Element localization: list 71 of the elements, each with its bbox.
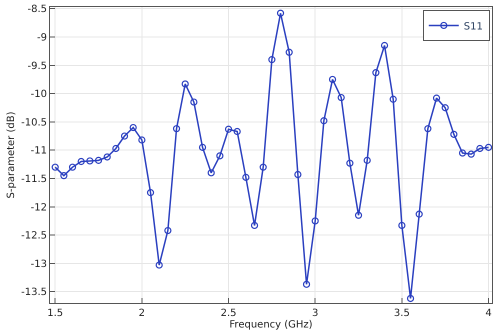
point — [302, 280, 310, 288]
point — [120, 132, 128, 140]
x-tick-label: 2 — [138, 308, 146, 319]
point — [450, 130, 458, 138]
point — [182, 80, 189, 88]
point — [406, 294, 414, 302]
y-axis-title: S-parameter (dB) — [6, 111, 18, 198]
point — [372, 69, 380, 76]
point — [484, 144, 492, 151]
point — [354, 212, 362, 219]
x-tick-label: 3.5 — [394, 308, 410, 319]
point — [328, 76, 336, 84]
point — [276, 10, 284, 17]
point — [320, 117, 328, 124]
x-tick-label: 3 — [312, 308, 318, 319]
point — [346, 160, 354, 167]
point — [130, 124, 137, 132]
x-axis-title: Frequency (GHz) — [229, 320, 313, 330]
point — [52, 164, 59, 171]
point — [104, 153, 111, 161]
point — [458, 149, 466, 157]
point — [112, 144, 120, 152]
point — [198, 144, 206, 151]
point — [268, 56, 276, 64]
point — [432, 94, 440, 102]
point — [390, 96, 397, 103]
y-tick-label: -11 — [30, 146, 47, 157]
point — [286, 48, 293, 56]
point — [164, 226, 172, 234]
y-tick-label: -13 — [30, 258, 47, 270]
point — [172, 125, 180, 132]
point — [208, 169, 215, 176]
point — [216, 152, 224, 160]
legend-label: S11 — [464, 21, 483, 32]
point — [68, 164, 76, 171]
point — [234, 128, 241, 136]
y-tick-label: -10.5 — [21, 117, 47, 128]
x-tick-label: 4 — [485, 308, 492, 319]
point — [294, 170, 302, 178]
point — [224, 126, 232, 133]
y-tick-label: -13.5 — [21, 287, 47, 298]
point — [60, 172, 68, 180]
y-tick-label: -9.5 — [27, 60, 47, 72]
point — [416, 210, 423, 218]
point — [312, 217, 319, 225]
x-tick-label: 2.5 — [220, 308, 236, 319]
point — [424, 125, 432, 132]
point — [94, 156, 102, 164]
point — [190, 98, 198, 106]
point — [380, 42, 388, 50]
x-tick-label: 1.5 — [47, 308, 64, 319]
point — [78, 158, 85, 166]
point — [156, 261, 163, 269]
point — [476, 144, 484, 152]
point — [468, 150, 475, 158]
y-tick-label: -9 — [37, 32, 47, 44]
point — [138, 136, 146, 144]
point — [364, 156, 371, 164]
y-tick-label: -11.5 — [21, 174, 47, 185]
y-tick-label: -8.5 — [27, 4, 47, 16]
y-tick-label: -12.5 — [21, 230, 47, 242]
y-tick-label: -10 — [30, 89, 47, 100]
point — [398, 222, 406, 230]
point — [442, 104, 449, 112]
point — [242, 174, 250, 181]
point — [146, 189, 154, 196]
point — [338, 94, 345, 102]
point — [260, 164, 267, 171]
point — [86, 157, 94, 165]
y-tick-label: -12 — [30, 202, 47, 214]
point — [250, 222, 258, 230]
